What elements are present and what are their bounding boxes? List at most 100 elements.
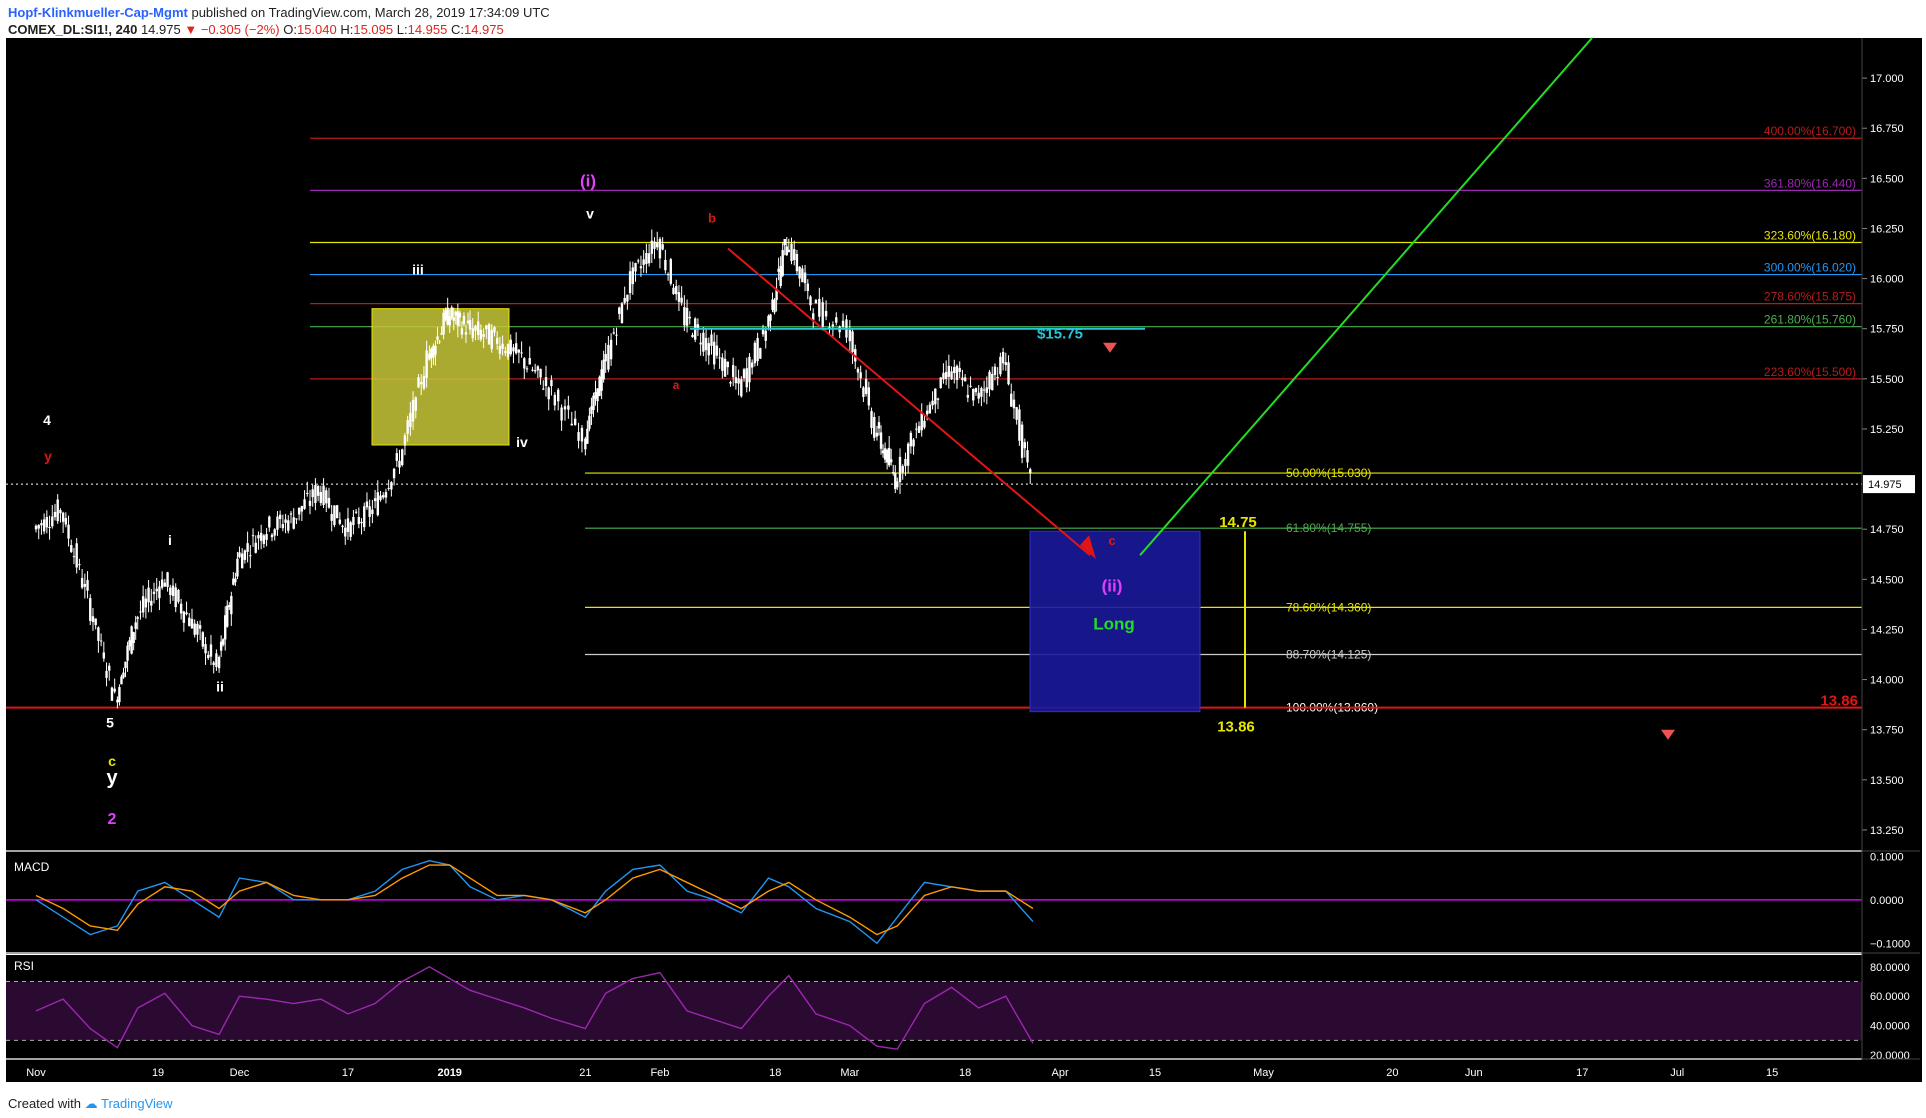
price-candle-body [417, 377, 420, 388]
price-candle-body [428, 353, 431, 360]
price-candle-body [262, 535, 266, 544]
price-candle-body [460, 328, 464, 335]
price-candle-body [61, 512, 65, 522]
price-candle-body [78, 564, 81, 566]
price-candle-body [547, 387, 550, 400]
price-candle-body [190, 618, 194, 629]
price-candle-body [316, 485, 320, 496]
price-axis-label: 16.000 [1870, 274, 1904, 286]
price-candle-body [793, 249, 796, 261]
author-link[interactable]: Hopf-Klinkmueller-Cap-Mgmt [8, 5, 188, 20]
price-candle-body [97, 627, 100, 641]
macd-axis-label: 0.0000 [1870, 895, 1904, 907]
price-candle-body [557, 389, 560, 402]
price-candle-body [1026, 450, 1029, 463]
price-candle-body [122, 672, 125, 678]
tradingview-brand[interactable]: TradingView [101, 1096, 173, 1111]
price-candle-body [411, 399, 415, 422]
price-candle-body [977, 392, 980, 399]
price-candle-body [879, 432, 883, 449]
price-candle-body [124, 661, 127, 669]
price-candle-body [740, 379, 743, 397]
price-candle-body [440, 333, 443, 335]
price-candle-body [745, 368, 748, 388]
time-axis-label: 18 [769, 1067, 781, 1079]
price-candle-body [462, 315, 466, 325]
price-candle-body [446, 307, 449, 325]
price-candle-body [160, 579, 164, 588]
price-candle-body [775, 288, 778, 301]
price-candle-body [308, 500, 312, 506]
price-candle-body [748, 356, 751, 383]
price-candle-body [34, 525, 38, 530]
price-candle-body [523, 358, 526, 369]
price-candle-body [824, 310, 828, 317]
price-candle-body [217, 656, 221, 669]
price-candle-body [533, 370, 537, 372]
price-candle-body [354, 511, 358, 513]
price-candle-body [67, 524, 70, 539]
price-candle-body [48, 526, 51, 529]
price-candle-body [322, 485, 325, 506]
price-candle-body [867, 387, 871, 406]
price-candle-body [444, 310, 447, 320]
price-candle-body [120, 676, 123, 685]
price-candle-body [224, 615, 227, 640]
price-candle-body [859, 372, 862, 379]
price-candle-body [108, 665, 111, 671]
price-candle-body [1029, 469, 1032, 474]
price-candle-body [254, 542, 257, 553]
price-candle-body [268, 516, 271, 528]
price-candle-body [493, 326, 496, 333]
price-candle-body [352, 516, 355, 526]
price-candle-body [947, 365, 951, 377]
bearish-arrow-head [1080, 535, 1096, 560]
price-candle-body [783, 238, 786, 246]
last-price: 14.975 [140, 22, 181, 37]
bearish-trend-line [727, 247, 1091, 557]
price-candle-body [753, 342, 757, 364]
price-candle-body [476, 321, 480, 336]
price-candle-body [767, 315, 770, 327]
time-axis-label: 15 [1149, 1067, 1161, 1079]
price-candle-body [80, 577, 84, 588]
price-candle-body [966, 394, 970, 398]
price-candle-body [623, 297, 626, 303]
price-candle-body [996, 377, 999, 379]
price-candle-body [600, 369, 603, 391]
price-candle-body [188, 617, 191, 627]
price-candle-body [647, 253, 651, 264]
price-candle-body [781, 250, 784, 276]
price-candle-body [450, 307, 453, 318]
price-axis-label: 13.750 [1870, 725, 1904, 737]
time-axis-label: Apr [1052, 1067, 1069, 1079]
price-candle-body [923, 420, 926, 428]
price-candle-body [289, 513, 293, 515]
price-candle-body [204, 644, 207, 654]
price-candle-body [509, 339, 512, 355]
price-candle-body [365, 501, 369, 508]
price-candle-body [212, 662, 215, 665]
fib-level-label: 50.00%(15.030) [1286, 466, 1371, 480]
price-candle-body [83, 583, 87, 587]
price-candle-body [626, 294, 629, 302]
price-candle-body [931, 400, 934, 406]
price-candle-body [144, 598, 148, 608]
price-candle-body [750, 362, 754, 368]
price-axis-label: 14.500 [1870, 574, 1904, 586]
price-candle-body [232, 578, 235, 585]
price-candle-body [479, 329, 483, 340]
price-candle-body [464, 332, 468, 335]
tradingview-logo-icon[interactable]: ☁ [84, 1096, 98, 1111]
price-candle-body [777, 268, 780, 272]
price-candle-body [40, 523, 43, 526]
price-candle-body [536, 366, 540, 371]
price-candle-body [243, 550, 247, 560]
time-axis-label: 17 [342, 1067, 354, 1079]
price-candle-body [553, 394, 557, 406]
wave-label: iii [412, 262, 424, 278]
price-candle-body [368, 506, 371, 517]
price-candle-body [1023, 442, 1027, 449]
price-axis-label: 14.750 [1870, 524, 1904, 536]
